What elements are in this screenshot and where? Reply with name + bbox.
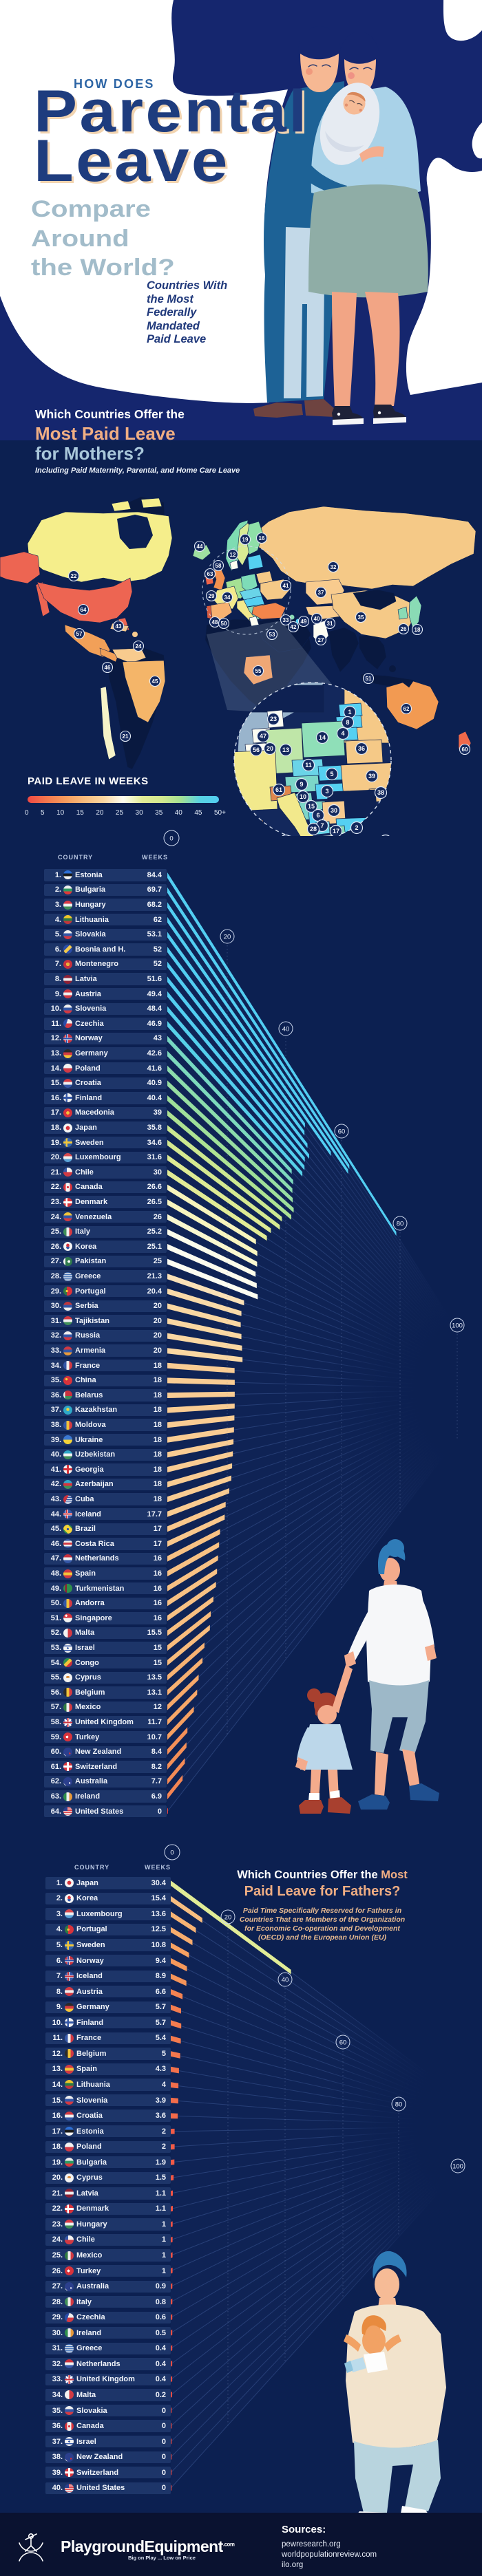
svg-text:10: 10 [300, 793, 306, 800]
svg-text:55: 55 [255, 668, 262, 674]
svg-text:3: 3 [325, 788, 328, 795]
svg-text:22: 22 [71, 573, 77, 579]
svg-text:50: 50 [221, 621, 227, 627]
svg-text:56: 56 [253, 747, 260, 753]
svg-text:17: 17 [333, 828, 339, 835]
svg-text:11: 11 [305, 762, 312, 769]
svg-text:4: 4 [341, 730, 344, 737]
svg-text:40: 40 [314, 616, 320, 622]
svg-text:36: 36 [358, 745, 365, 752]
svg-text:30: 30 [331, 807, 337, 814]
svg-text:100: 100 [452, 1322, 463, 1329]
svg-text:8: 8 [346, 719, 349, 726]
svg-text:39: 39 [368, 773, 375, 780]
svg-text:1: 1 [348, 709, 351, 716]
svg-text:33: 33 [283, 617, 289, 623]
svg-text:16: 16 [259, 535, 265, 541]
svg-text:80: 80 [395, 2101, 403, 2108]
svg-text:12: 12 [230, 552, 236, 558]
svg-text:15: 15 [308, 803, 315, 810]
svg-text:49: 49 [301, 619, 307, 625]
svg-text:61: 61 [275, 786, 282, 793]
svg-text:20: 20 [224, 933, 231, 941]
svg-text:31: 31 [327, 621, 333, 627]
svg-text:43: 43 [116, 623, 122, 630]
svg-text:14: 14 [319, 734, 326, 741]
svg-text:40: 40 [282, 1976, 289, 1984]
svg-text:60: 60 [462, 747, 468, 753]
svg-text:6: 6 [316, 812, 319, 819]
svg-text:40: 40 [282, 1025, 290, 1033]
svg-text:64: 64 [81, 607, 87, 613]
svg-text:0: 0 [169, 835, 173, 842]
svg-text:37: 37 [318, 590, 324, 596]
svg-text:23: 23 [270, 716, 277, 722]
svg-text:80: 80 [397, 1220, 404, 1227]
svg-text:57: 57 [76, 631, 83, 637]
svg-text:60: 60 [338, 1128, 346, 1135]
svg-text:51: 51 [366, 676, 372, 682]
svg-text:26: 26 [401, 626, 407, 632]
svg-text:60: 60 [339, 2039, 347, 2046]
svg-text:5: 5 [330, 771, 333, 777]
svg-text:45: 45 [152, 678, 158, 685]
svg-text:62: 62 [404, 706, 410, 712]
svg-text:32: 32 [331, 564, 337, 570]
svg-text:53: 53 [269, 632, 275, 638]
svg-text:63: 63 [207, 571, 213, 577]
svg-text:21: 21 [123, 733, 129, 740]
svg-text:9: 9 [300, 781, 303, 788]
svg-text:20: 20 [224, 1913, 232, 1921]
svg-text:35: 35 [358, 614, 364, 621]
svg-text:100: 100 [452, 2162, 463, 2170]
svg-text:27: 27 [318, 637, 324, 643]
svg-text:29: 29 [209, 593, 215, 599]
svg-text:34: 34 [224, 594, 231, 601]
svg-text:24: 24 [136, 643, 142, 650]
svg-text:48: 48 [212, 619, 218, 625]
svg-text:19: 19 [242, 537, 249, 543]
svg-text:7: 7 [320, 822, 324, 829]
svg-text:44: 44 [197, 544, 203, 550]
svg-text:18: 18 [415, 627, 421, 633]
svg-text:58: 58 [216, 563, 222, 569]
svg-text:47: 47 [260, 733, 266, 740]
svg-text:2: 2 [355, 824, 358, 831]
svg-text:20: 20 [266, 745, 273, 752]
svg-text:41: 41 [283, 583, 289, 589]
svg-text:28: 28 [310, 826, 317, 833]
svg-text:0: 0 [170, 1849, 174, 1856]
svg-text:46: 46 [105, 665, 111, 671]
svg-text:42: 42 [291, 624, 297, 630]
svg-text:38: 38 [377, 789, 384, 796]
svg-text:13: 13 [282, 747, 289, 753]
